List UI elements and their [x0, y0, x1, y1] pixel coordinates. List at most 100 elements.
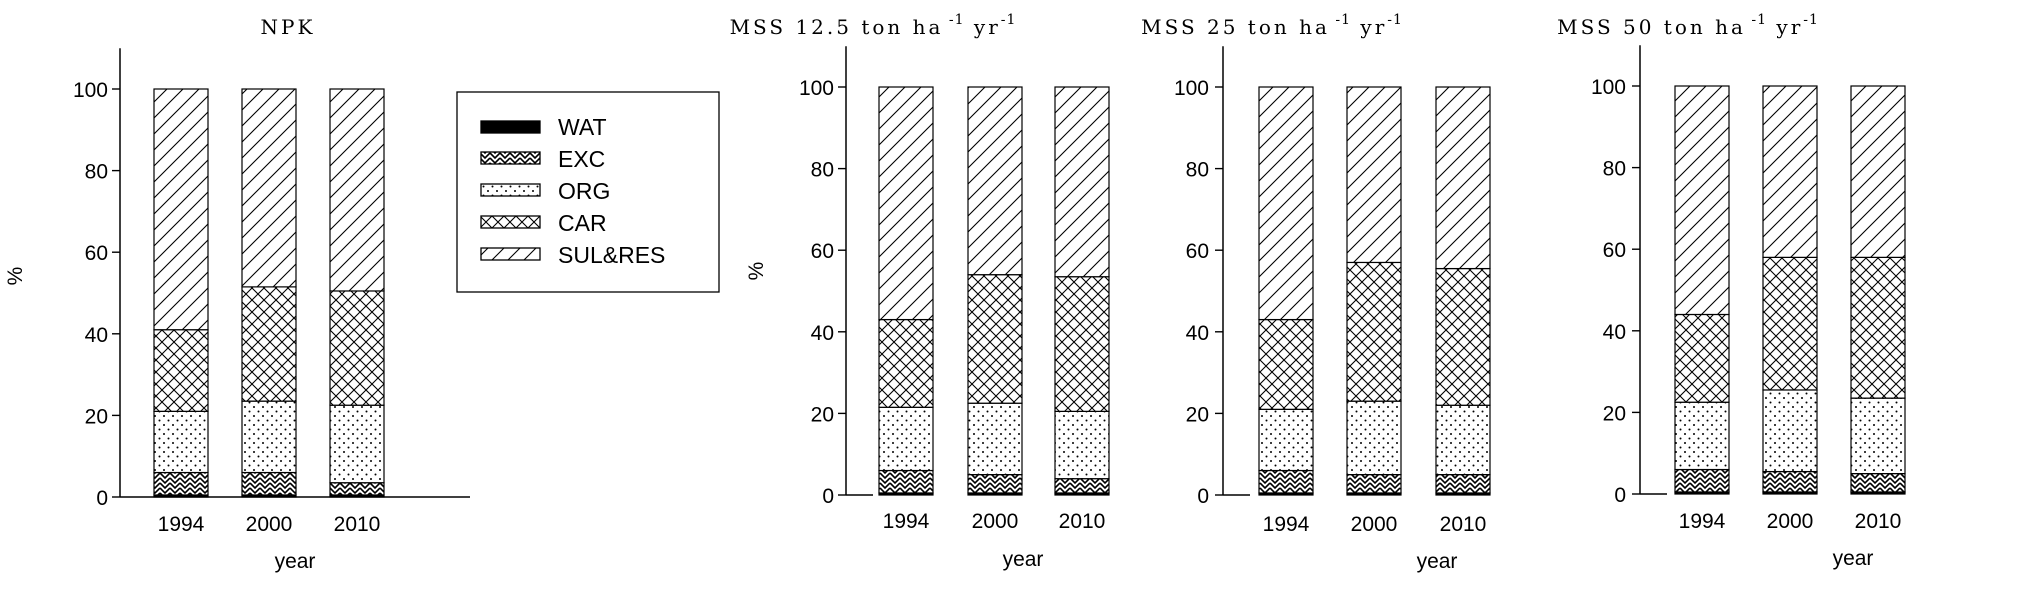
legend-label-car: CAR: [558, 210, 607, 236]
panel-1-y-tick-label-40: 40: [85, 324, 108, 347]
panel-3-x-tick-label-2000: 2000: [1351, 513, 1398, 536]
panel-1-bar-2000-car: [241, 286, 297, 402]
panel-4-bar-2010-sulres: [1850, 85, 1906, 258]
panel-2-bar-2000-car: [967, 274, 1023, 404]
legend-label-sulres: SUL&RES: [558, 242, 665, 268]
panel-4-y-tick-label-20: 20: [1603, 402, 1626, 425]
panel-1-bar-2010-sulres: [329, 88, 385, 292]
panel-1-bar-2010-org: [329, 404, 385, 484]
panel-1-x-tick-label-1994: 1994: [158, 513, 205, 536]
panel-1-bar-2010-car: [329, 290, 385, 406]
panel-1-bar-1994-exc: [153, 471, 209, 496]
panel-1-y-tick-label-100: 100: [73, 79, 108, 102]
panel-4-x-axis-label: year: [1833, 547, 1874, 570]
panel-3-bar-2000-exc: [1346, 474, 1402, 494]
panel-4-y-tick-label-60: 60: [1603, 239, 1626, 262]
panel-2-y-tick-label-40: 40: [811, 322, 834, 345]
panel-3-x-tick-label-1994: 1994: [1263, 513, 1310, 536]
panel-2-y-tick-label-80: 80: [811, 159, 834, 182]
panel-1-y-tick-label-60: 60: [85, 242, 108, 265]
panel-2-y-tick-label-0: 0: [822, 485, 834, 508]
panel-2-y-tick-label-20: 20: [811, 403, 834, 426]
panel-2-bar-2010-exc: [1054, 478, 1110, 494]
panel-2-title: MSS 12.5 ton ha -1 yr-1: [730, 12, 1017, 39]
panel-3-y-tick-label-40: 40: [1186, 322, 1209, 345]
panel-3-y-tick-label-80: 80: [1186, 159, 1209, 182]
panel-3-bar-1994-exc: [1258, 469, 1314, 494]
panel-4-bar-1994-exc: [1674, 468, 1730, 493]
panel-4-bar-1994-org: [1674, 401, 1730, 471]
panel-4-y-tick-label-100: 100: [1591, 76, 1626, 99]
legend-label-exc: EXC: [558, 146, 605, 172]
legend-label-wat: WAT: [558, 114, 607, 140]
panel-3-bar-2010-car: [1435, 267, 1491, 406]
panel-2-x-axis-label: year: [1003, 548, 1044, 571]
panel-2-bar-2010-sulres: [1054, 86, 1110, 278]
legend-swatch-exc: [480, 151, 541, 165]
panel-3-bar-2000-sulres: [1346, 86, 1402, 264]
panel-4-bar-1994-sulres: [1674, 85, 1730, 316]
panel-4-bar-2000-org: [1762, 389, 1818, 473]
panel-4-y-tick-label-80: 80: [1603, 158, 1626, 181]
panel-3-y-tick-label-0: 0: [1197, 485, 1209, 508]
panel-1-y-tick-label-0: 0: [96, 487, 108, 510]
panel-1-x-axis-label: year: [275, 550, 316, 573]
panel-3-bar-2000-org: [1346, 400, 1402, 476]
legend-swatch-sulres: [480, 247, 541, 261]
panel-3-bar-2010-sulres: [1435, 86, 1491, 270]
panel-2-bar-2000-exc: [967, 474, 1023, 494]
panel-4-bar-2000-sulres: [1762, 85, 1818, 258]
panel-1-bar-2000-org: [241, 400, 297, 474]
panel-1-bar-2000-exc: [241, 471, 297, 496]
panel-3-y-tick-label-100: 100: [1174, 77, 1209, 100]
panel-4-bar-2010-exc: [1850, 473, 1906, 493]
panel-1-y-axis-label: %: [4, 267, 27, 286]
panel-3-bar-2000-car: [1346, 261, 1402, 402]
panel-4-bar-2000-car: [1762, 256, 1818, 391]
panel-3-bar-1994-car: [1258, 318, 1314, 410]
panel-4-bar-2000-exc: [1762, 470, 1818, 493]
panel-2-bar-1994-exc: [878, 469, 934, 494]
panel-4-bar-2010-car: [1850, 256, 1906, 399]
panel-3-y-tick-label-60: 60: [1186, 240, 1209, 263]
panel-3-title: MSS 25 ton ha -1 yr-1: [1141, 12, 1403, 39]
panel-1-bar-1994-org: [153, 410, 209, 474]
panel-4-y-tick-label-0: 0: [1614, 484, 1626, 507]
panel-3-x-tick-label-2010: 2010: [1440, 513, 1487, 536]
panel-4-y-tick-label-40: 40: [1603, 321, 1626, 344]
panel-3-bar-2010-exc: [1435, 474, 1491, 494]
panel-1-bar-2000-sulres: [241, 88, 297, 288]
legend-swatch-car: [480, 215, 541, 229]
panel-2-bar-2010-car: [1054, 276, 1110, 412]
panel-2-bar-2010-org: [1054, 410, 1110, 480]
panel-4-title: MSS 50 ton ha -1 yr-1: [1557, 12, 1819, 39]
panel-2-x-tick-label-2010: 2010: [1059, 510, 1106, 533]
panel-1-y-tick-label-80: 80: [85, 161, 108, 184]
legend-label-org: ORG: [558, 178, 610, 204]
panel-2-bar-2000-org: [967, 402, 1023, 476]
panel-1-x-tick-label-2010: 2010: [334, 513, 381, 536]
panel-2-bar-1994-sulres: [878, 86, 934, 321]
panel-4-bar-1994-car: [1674, 313, 1730, 403]
panel-3-x-axis-label: year: [1417, 550, 1458, 573]
panel-3-bar-1994-sulres: [1258, 86, 1314, 321]
panel-1-bar-1994-sulres: [153, 88, 209, 331]
legend: WAT EXC ORG CAR SUL&RES: [456, 91, 720, 293]
panel-2-x-tick-label-2000: 2000: [972, 510, 1019, 533]
panel-3-y-tick-label-20: 20: [1186, 403, 1209, 426]
panel-4-x-tick-label-2000: 2000: [1767, 510, 1814, 533]
panel-1-x-tick-label-2000: 2000: [246, 513, 293, 536]
panel-1-bar-2010-exc: [329, 482, 385, 496]
panel-1-title: NPK: [261, 15, 316, 39]
panel-4-bar-2010-org: [1850, 397, 1906, 475]
panel-1-y-tick-label-20: 20: [85, 405, 108, 428]
panel-2-bar-2000-sulres: [967, 86, 1023, 276]
panel-3-bar-2010-org: [1435, 404, 1491, 476]
panel-2-y-axis-label: %: [745, 262, 768, 281]
legend-swatch-wat: [480, 120, 541, 134]
panel-4-x-tick-label-1994: 1994: [1679, 510, 1726, 533]
panel-2-bar-1994-car: [878, 318, 934, 408]
panel-2-y-tick-label-100: 100: [799, 77, 834, 100]
